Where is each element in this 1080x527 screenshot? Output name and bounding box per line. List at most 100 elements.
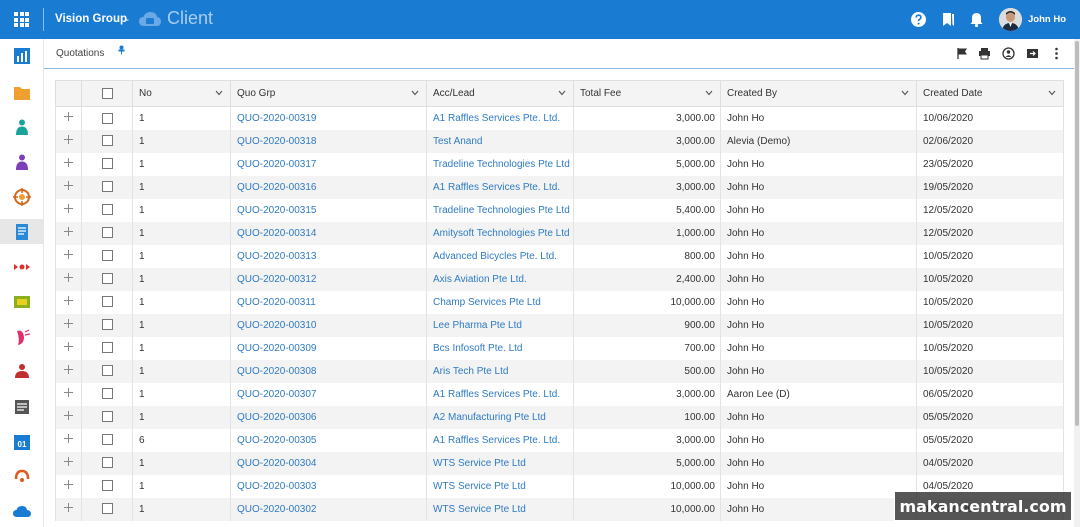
cell-acc-lead-link[interactable]: Lee Pharma Pte Ltd — [426, 313, 574, 337]
table-row[interactable]: 1 QUO-2020-00315 Tradeline Technologies Pt… — [55, 198, 1064, 222]
cell-acc-lead-link[interactable]: Axis Aviation Pte Ltd. — [426, 267, 574, 291]
expand-row-icon[interactable] — [64, 158, 73, 167]
print-icon[interactable] — [978, 47, 991, 60]
chevron-down-icon[interactable] — [1048, 90, 1056, 96]
sidebar-item-dashboard[interactable] — [0, 44, 44, 67]
cell-quo-grp-link[interactable]: QUO-2020-00304 — [230, 451, 427, 475]
row-checkbox[interactable] — [101, 273, 113, 285]
column-header-acc-lead[interactable]: Acc/Lead — [426, 80, 574, 107]
expand-row-icon[interactable] — [64, 365, 73, 374]
cell-quo-grp-link[interactable]: QUO-2020-00307 — [230, 382, 427, 406]
sidebar-item-quotations[interactable] — [0, 219, 44, 244]
flag-icon[interactable] — [956, 47, 969, 60]
row-checkbox[interactable] — [101, 342, 113, 354]
table-row[interactable]: 1 QUO-2020-00307 A1 Raffles Services Pte. … — [55, 382, 1064, 406]
sidebar-item-deals[interactable] — [0, 255, 44, 278]
chevron-down-icon[interactable] — [901, 90, 909, 96]
row-checkbox[interactable] — [101, 112, 113, 124]
row-checkbox[interactable] — [101, 204, 113, 216]
table-row[interactable]: 1 QUO-2020-00311 Champ Services Pte Ltd 10,… — [55, 290, 1064, 314]
cell-acc-lead-link[interactable]: A1 Raffles Services Pte. Ltd. — [426, 428, 574, 452]
sidebar-item-leads[interactable] — [0, 185, 44, 208]
more-vertical-icon[interactable] — [1050, 47, 1063, 60]
sidebar-item-payments[interactable] — [0, 325, 44, 348]
sidebar-item-clients[interactable] — [0, 115, 44, 138]
expand-row-icon[interactable] — [64, 273, 73, 282]
table-row[interactable]: 1 QUO-2020-00304 WTS Service Pte Ltd 5,000.… — [55, 451, 1064, 475]
cell-acc-lead-link[interactable]: Champ Services Pte Ltd — [426, 290, 574, 314]
cell-quo-grp-link[interactable]: QUO-2020-00315 — [230, 198, 427, 222]
chevron-down-icon[interactable] — [411, 90, 419, 96]
cell-acc-lead-link[interactable]: Bcs Infosoft Pte. Ltd — [426, 336, 574, 360]
pin-icon[interactable] — [117, 45, 126, 55]
row-checkbox[interactable] — [101, 388, 113, 400]
cell-quo-grp-link[interactable]: QUO-2020-00313 — [230, 244, 427, 268]
cell-quo-grp-link[interactable]: QUO-2020-00319 — [230, 106, 427, 130]
column-header-total-fee[interactable]: Total Fee — [573, 80, 721, 107]
table-row[interactable]: 1 QUO-2020-00308 Aris Tech Pte Ltd 500.00 Jo… — [55, 359, 1064, 383]
table-row[interactable]: 1 QUO-2020-00310 Lee Pharma Pte Ltd 900.00 J… — [55, 313, 1064, 337]
user-name[interactable]: John Ho — [1028, 14, 1066, 25]
brand-name[interactable]: Vision Group — [55, 13, 127, 25]
cell-acc-lead-link[interactable]: A1 Raffles Services Pte. Ltd. — [426, 106, 574, 130]
sidebar-item-contacts[interactable] — [0, 150, 44, 173]
table-row[interactable]: 1 QUO-2020-00314 Amitysoft Technologies Pt… — [55, 221, 1064, 245]
sidebar-item-reports[interactable] — [0, 395, 44, 418]
apps-grid-icon[interactable] — [14, 12, 29, 27]
table-row[interactable]: 1 QUO-2020-00313 Advanced Bicycles Pte. Lt… — [55, 244, 1064, 268]
cell-acc-lead-link[interactable]: A1 Raffles Services Pte. Ltd. — [426, 382, 574, 406]
row-checkbox[interactable] — [101, 434, 113, 446]
row-checkbox[interactable] — [101, 319, 113, 331]
cell-quo-grp-link[interactable]: QUO-2020-00317 — [230, 152, 427, 176]
cell-acc-lead-link[interactable]: Advanced Bicycles Pte. Ltd. — [426, 244, 574, 268]
cell-quo-grp-link[interactable]: QUO-2020-00308 — [230, 359, 427, 383]
bell-icon[interactable] — [968, 11, 985, 28]
table-row[interactable]: 1 QUO-2020-00316 A1 Raffles Services Pte. … — [55, 175, 1064, 199]
row-checkbox[interactable] — [101, 365, 113, 377]
sidebar-item-invoices[interactable] — [0, 290, 44, 313]
cell-quo-grp-link[interactable]: QUO-2020-00311 — [230, 290, 427, 314]
table-row[interactable]: 1 QUO-2020-00312 Axis Aviation Pte Ltd. 2,4… — [55, 267, 1064, 291]
cell-quo-grp-link[interactable]: QUO-2020-00312 — [230, 267, 427, 291]
row-checkbox[interactable] — [101, 480, 113, 492]
expand-row-icon[interactable] — [64, 181, 73, 190]
cell-quo-grp-link[interactable]: QUO-2020-00302 — [230, 497, 427, 521]
table-row[interactable]: 1 QUO-2020-00318 Test Anand 3,000.00 Alevia … — [55, 129, 1064, 153]
cell-acc-lead-link[interactable]: Test Anand — [426, 129, 574, 153]
chevron-down-icon[interactable] — [558, 90, 566, 96]
expand-row-icon[interactable] — [64, 342, 73, 351]
cell-acc-lead-link[interactable]: Tradeline Technologies Pte Ltd — [426, 152, 574, 176]
cell-acc-lead-link[interactable]: WTS Service Pte Ltd — [426, 497, 574, 521]
cell-quo-grp-link[interactable]: QUO-2020-00309 — [230, 336, 427, 360]
expand-row-icon[interactable] — [64, 135, 73, 144]
cell-acc-lead-link[interactable]: Tradeline Technologies Pte Ltd — [426, 198, 574, 222]
expand-row-icon[interactable] — [64, 319, 73, 328]
expand-row-icon[interactable] — [64, 457, 73, 466]
table-row[interactable]: 6 QUO-2020-00305 A1 Raffles Services Pte. … — [55, 428, 1064, 452]
cell-quo-grp-link[interactable]: QUO-2020-00318 — [230, 129, 427, 153]
row-checkbox[interactable] — [101, 135, 113, 147]
row-checkbox[interactable] — [101, 158, 113, 170]
select-all-checkbox[interactable] — [101, 87, 113, 99]
row-checkbox[interactable] — [101, 503, 113, 515]
cell-acc-lead-link[interactable]: WTS Service Pte Ltd — [426, 451, 574, 475]
cell-quo-grp-link[interactable]: QUO-2020-00305 — [230, 428, 427, 452]
row-checkbox[interactable] — [101, 411, 113, 423]
export-icon[interactable] — [1026, 47, 1039, 60]
column-header-created-by[interactable]: Created By — [720, 80, 917, 107]
avatar[interactable] — [999, 8, 1022, 31]
expand-row-icon[interactable] — [64, 296, 73, 305]
cell-acc-lead-link[interactable]: Aris Tech Pte Ltd — [426, 359, 574, 383]
expand-row-icon[interactable] — [64, 503, 73, 512]
cell-quo-grp-link[interactable]: QUO-2020-00306 — [230, 405, 427, 429]
expand-row-icon[interactable] — [64, 480, 73, 489]
cell-quo-grp-link[interactable]: QUO-2020-00316 — [230, 175, 427, 199]
sidebar-item-files[interactable] — [0, 81, 44, 104]
column-header-quo-grp[interactable]: Quo Grp — [230, 80, 427, 107]
cell-acc-lead-link[interactable]: Amitysoft Technologies Pte Ltd — [426, 221, 574, 245]
column-header-created-date[interactable]: Created Date — [916, 80, 1064, 107]
row-checkbox[interactable] — [101, 296, 113, 308]
sidebar-item-calendar[interactable]: 01 — [0, 430, 44, 453]
row-checkbox[interactable] — [101, 457, 113, 469]
chevron-down-icon[interactable] — [215, 90, 223, 96]
